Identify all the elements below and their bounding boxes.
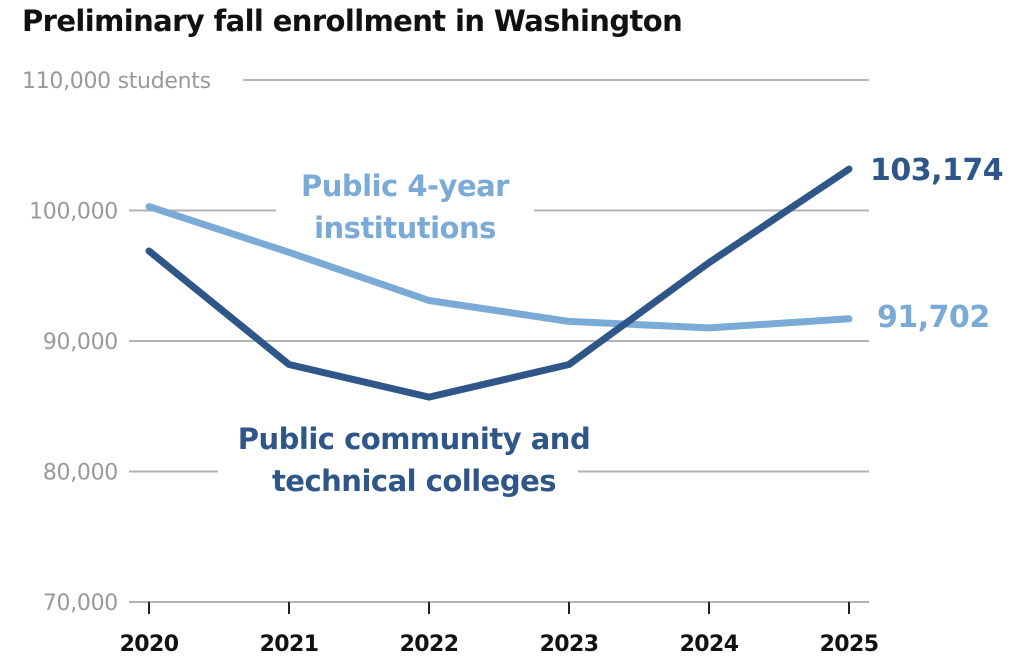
series-label-4year-line2: institutions — [314, 211, 496, 245]
label-mask-4year — [276, 170, 534, 250]
series-label-ctc-line1: Public community and — [238, 422, 590, 456]
end-label-ctc: 103,174 — [870, 153, 1003, 188]
series-line-community-technical — [145, 165, 853, 401]
series-label-ctc-line2: technical colleges — [272, 464, 556, 498]
y-tick-label-70000: 70,000 — [43, 591, 118, 616]
x-tick-label-2022: 2022 — [400, 632, 459, 657]
x-tick-label-2020: 2020 — [120, 632, 179, 657]
x-tick-label-2023: 2023 — [540, 632, 599, 657]
y-tick-label-90000: 90,000 — [43, 330, 118, 355]
y-tick-label-80000: 80,000 — [43, 461, 118, 486]
end-label-4year: 91,702 — [877, 300, 990, 335]
chart-title: Preliminary fall enrollment in Washingto… — [22, 4, 682, 38]
series-lines — [145, 165, 853, 401]
x-axis: 2020 2021 2022 2023 2024 2025 — [120, 602, 879, 657]
gridlines — [129, 79, 869, 603]
x-tick-label-2021: 2021 — [260, 632, 319, 657]
x-tick-label-2025: 2025 — [820, 632, 879, 657]
series-label-4year-line1: Public 4-year — [301, 169, 510, 203]
x-tick-label-2024: 2024 — [680, 632, 739, 657]
y-axis-labels: 70,000 80,000 90,000 100,000 110,000 student… — [22, 69, 211, 616]
label-mask-ctc — [218, 420, 578, 500]
series-line-public-4-year — [145, 203, 853, 332]
y-tick-label-110000: 110,000 students — [22, 69, 211, 94]
y-tick-label-100000: 100,000 — [29, 200, 118, 225]
